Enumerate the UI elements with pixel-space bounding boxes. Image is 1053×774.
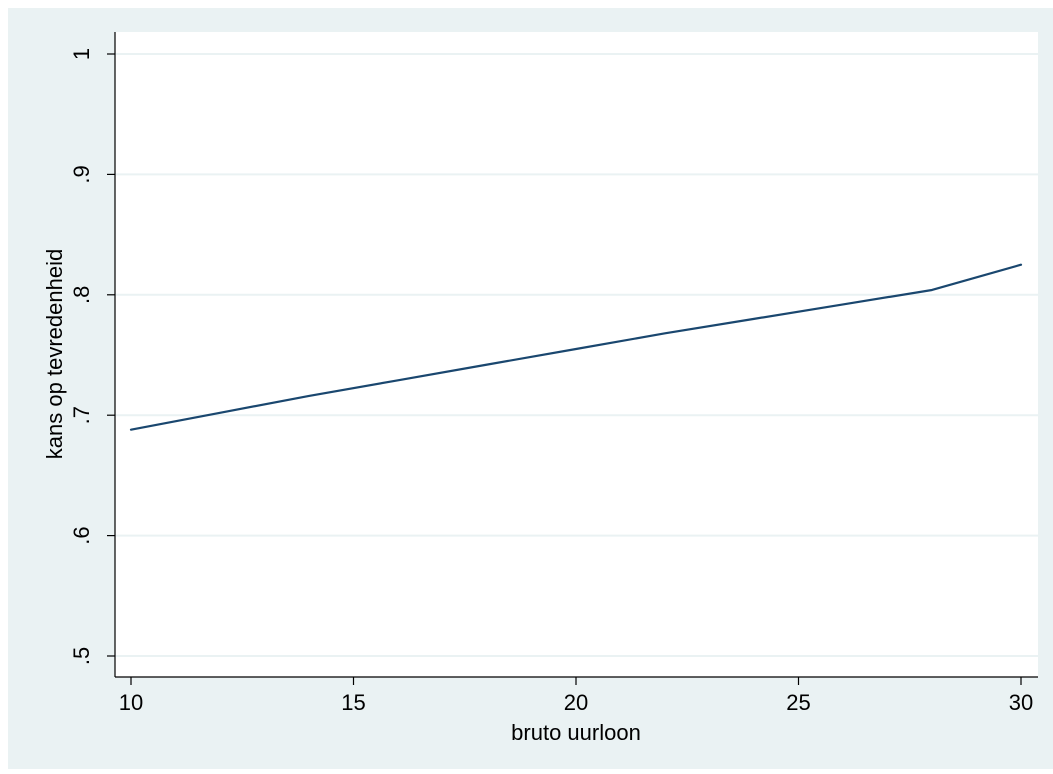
y-axis-title: kans op tevredenheid: [42, 249, 67, 459]
x-tick-label: 20: [564, 690, 588, 715]
y-tick-label: .9: [69, 165, 94, 183]
y-tick-label: .5: [69, 647, 94, 665]
axes: [107, 32, 1038, 685]
y-tick-label: .7: [69, 406, 94, 424]
plot-area: [115, 32, 1038, 677]
series-layer: [129, 263, 1023, 431]
y-tick-label: .8: [69, 286, 94, 304]
axis-labels: bruto uurloon kans op tevredenheid .5 .6.…: [42, 48, 1033, 745]
x-tick-label: 25: [786, 690, 810, 715]
y-tick-label: .6: [69, 526, 94, 544]
x-tick-label: 10: [119, 690, 143, 715]
grid-lines: [115, 53, 1038, 657]
x-tick-label: 30: [1009, 690, 1033, 715]
x-tick-label: 15: [341, 690, 365, 715]
x-axis-title: bruto uurloon: [511, 720, 641, 745]
series-line-0: [129, 263, 1023, 431]
y-tick-label: 1: [69, 48, 94, 60]
